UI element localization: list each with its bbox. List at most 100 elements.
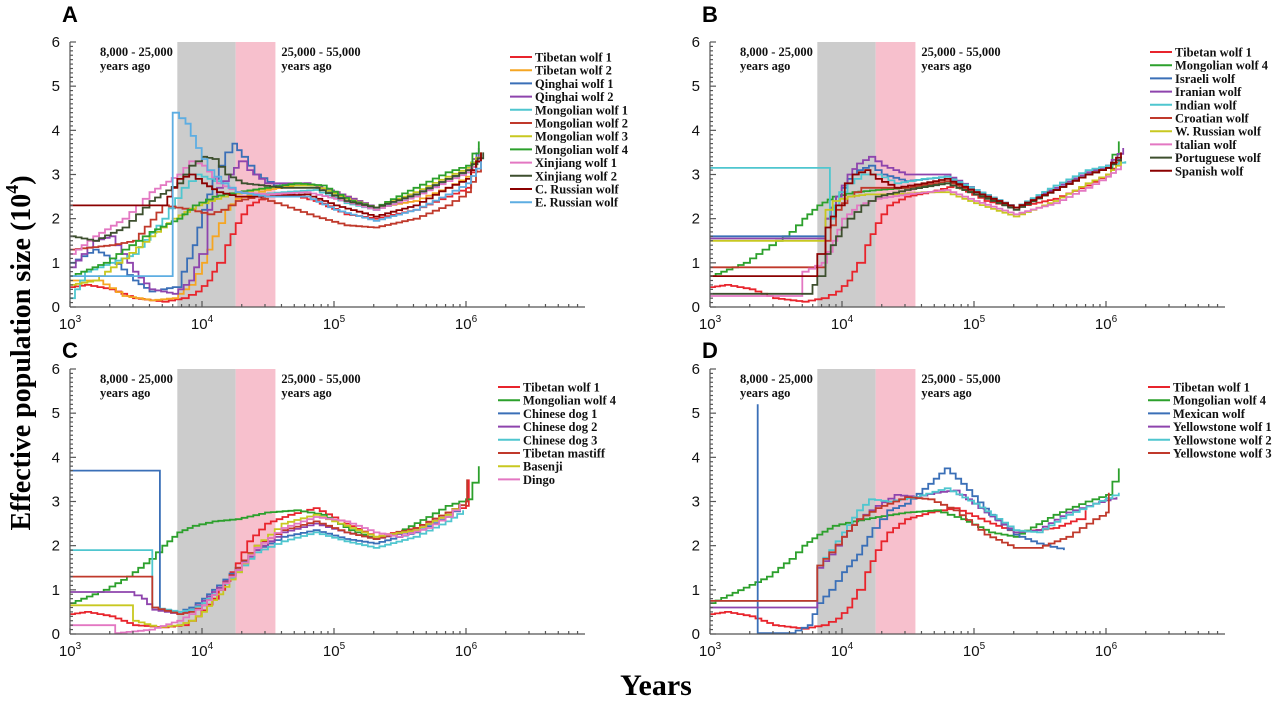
x-tick-label: 103 — [699, 314, 722, 333]
x-tick-label: 106 — [1095, 641, 1118, 660]
band-label-older-sub: years ago — [921, 386, 971, 400]
legend-label: Yellowstone wolf 3 — [1173, 447, 1272, 461]
legend-label: Tibetan wolf 1 — [1175, 46, 1252, 60]
band-label-recent: 8,000 - 25,000 — [740, 45, 813, 59]
y-tick-label: 4 — [52, 449, 60, 466]
y-tick-label: 2 — [692, 211, 700, 228]
x-tick-label: 103 — [59, 314, 82, 333]
legend-label: Tibetan wolf 1 — [523, 381, 600, 395]
y-tick-label: 3 — [52, 494, 60, 511]
band-label-older: 25,000 - 55,000 — [281, 372, 360, 386]
y-tick-label: 5 — [692, 78, 700, 95]
legend-label: Mongolian wolf 4 — [523, 394, 617, 408]
legend-label: Xinjiang wolf 1 — [535, 156, 617, 170]
legend-label: Israeli wolf — [1175, 72, 1236, 86]
x-tick-label: 106 — [1095, 314, 1118, 333]
legend-label: Portuguese wolf — [1175, 151, 1262, 165]
legend-label: Tibetan wolf 1 — [535, 51, 612, 65]
legend-label: Mexican wolf — [1173, 407, 1246, 421]
x-tick-label: 105 — [323, 314, 346, 333]
x-tick-label: 106 — [455, 314, 478, 333]
y-tick-label: 4 — [52, 122, 60, 139]
y-tick-label: 5 — [52, 405, 60, 422]
legend-label: Iranian wolf — [1175, 85, 1242, 99]
x-tick-label: 103 — [59, 641, 82, 660]
legend-label: Spanish wolf — [1175, 164, 1244, 178]
band-8000-25000 — [817, 369, 876, 634]
legend-label: Yellowstone wolf 1 — [1173, 420, 1272, 434]
legend-label: Mongolian wolf 1 — [535, 103, 628, 117]
series-line-yellowstone-wolf-3 — [710, 492, 1110, 602]
series-line-tibetan-mastiff — [70, 479, 468, 615]
legend-label: Mongolian wolf 4 — [1173, 394, 1267, 408]
legend-label: Basenji — [523, 460, 563, 474]
band-label-older-sub: years ago — [921, 59, 971, 73]
y-tick-label: 1 — [52, 582, 60, 599]
legend-label: Tibetan wolf 2 — [535, 64, 612, 78]
legend-label: Croatian wolf — [1175, 112, 1250, 126]
series-line-tibetan-wolf-1 — [710, 156, 1122, 303]
band-label-recent: 8,000 - 25,000 — [100, 372, 173, 386]
legend-label: C. Russian wolf — [535, 183, 620, 197]
band-label-recent: 8,000 - 25,000 — [740, 372, 813, 386]
legend-label: Dingo — [523, 473, 555, 487]
y-tick-label: 1 — [692, 582, 700, 599]
y-tick-label: 6 — [52, 361, 60, 378]
x-tick-label: 103 — [699, 641, 722, 660]
legend-label: Chinese dog 1 — [523, 407, 597, 421]
legend-label: Yellowstone wolf 2 — [1173, 433, 1272, 447]
x-tick-label: 104 — [191, 641, 214, 660]
x-tick-label: 105 — [963, 314, 986, 333]
y-tick-label: 5 — [52, 78, 60, 95]
x-tick-label: 105 — [963, 641, 986, 660]
legend-label: Tibetan wolf 1 — [1173, 381, 1250, 395]
x-tick-label: 105 — [323, 641, 346, 660]
series-line-croatian-wolf — [710, 156, 1122, 269]
y-tick-label: 0 — [692, 299, 700, 316]
legend-label: Tibetan mastiff — [523, 447, 606, 461]
legend-label: Chinese dog 2 — [523, 420, 597, 434]
series-line-e-russian-wolf — [70, 111, 482, 277]
y-tick-label: 2 — [52, 538, 60, 555]
y-tick-label: 3 — [692, 167, 700, 184]
series-line-xinjiang-wolf-2 — [70, 152, 485, 242]
legend-label: Qinghai wolf 1 — [535, 77, 614, 91]
y-tick-label: 0 — [52, 299, 60, 316]
band-label-older: 25,000 - 55,000 — [921, 45, 1000, 59]
legend-label: E. Russian wolf — [535, 196, 619, 210]
y-tick-label: 2 — [52, 211, 60, 228]
y-tick-label: 3 — [52, 167, 60, 184]
band-label-recent: 8,000 - 25,000 — [100, 45, 173, 59]
band-label-recent-sub: years ago — [740, 59, 790, 73]
legend-label: Italian wolf — [1175, 138, 1237, 152]
series-line-spanish-wolf — [710, 152, 1122, 277]
x-tick-label: 106 — [455, 641, 478, 660]
band-label-older-sub: years ago — [281, 59, 331, 73]
band-label-older-sub: years ago — [281, 386, 331, 400]
band-25000-55000 — [235, 369, 276, 634]
series-line-w-russian-wolf — [710, 161, 1122, 242]
legend-label: W. Russian wolf — [1175, 125, 1262, 139]
legend-label: Mongolian wolf 3 — [535, 130, 628, 144]
series-line-mongolian-wolf-4 — [710, 468, 1120, 604]
series-line-portuguese-wolf — [710, 156, 1122, 295]
series-line-chinese-dog-3 — [70, 510, 464, 613]
y-tick-label: 6 — [692, 34, 700, 51]
legend-label: Indian wolf — [1175, 98, 1237, 112]
legend-label: Qinghai wolf 2 — [535, 90, 614, 104]
series-line-mongolian-wolf-2 — [70, 161, 482, 251]
y-tick-label: 0 — [692, 626, 700, 643]
y-tick-label: 2 — [692, 538, 700, 555]
panel-letter: B — [702, 2, 718, 27]
series-line-italian-wolf — [710, 165, 1122, 297]
legend-label: Mongolian wolf 4 — [535, 143, 629, 157]
y-tick-label: 1 — [692, 255, 700, 272]
series-line-dingo — [70, 503, 461, 634]
y-tick-label: 6 — [692, 361, 700, 378]
band-label-older: 25,000 - 55,000 — [281, 45, 360, 59]
x-tick-label: 104 — [831, 641, 854, 660]
legend-label: Mongolian wolf 2 — [535, 117, 628, 131]
legend-label: Mongolian wolf 4 — [1175, 59, 1269, 73]
